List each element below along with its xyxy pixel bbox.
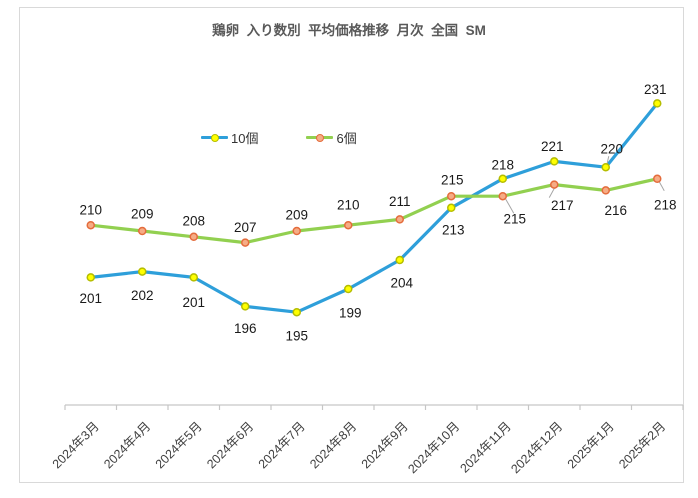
chart-title: 鶏卵 入り数別 平均価格推移 月次 全国 SM [212,23,486,38]
data-point-marker [86,220,95,230]
data-label: 196 [234,321,257,336]
series-line [89,177,659,245]
data-point-marker [653,174,662,184]
data-label: 211 [389,194,411,209]
data-label: 210 [79,203,102,218]
data-point-marker [292,226,301,236]
data-point-marker [189,232,198,242]
data-point-marker [395,215,404,224]
data-label: 208 [182,213,205,228]
data-point-marker [344,284,353,294]
data-label: 209 [285,208,308,223]
data-label: 207 [234,220,257,235]
legend-swatch [201,132,228,143]
data-point-marker [550,180,559,189]
data-label: 202 [131,288,154,303]
data-point-marker [241,302,250,311]
x-axis-label: 2024年8月 [307,419,359,471]
legend-item-6ko: 6個 [306,128,357,147]
data-point-marker [395,255,404,265]
data-point-marker [550,157,559,166]
data-point-marker [138,226,147,236]
data-label: 215 [441,173,464,188]
data-label: 201 [182,295,205,310]
data-label: 221 [541,139,564,154]
legend-marker-icon [210,133,219,142]
data-label: 231 [644,82,667,97]
data-label: 217 [551,198,574,213]
data-point-marker [498,191,507,201]
x-axis-label: 2024年6月 [204,419,256,471]
data-point-marker [189,273,198,282]
data-label: 195 [285,329,308,344]
x-axis-label: 2024年4月 [101,419,153,471]
legend-label: 6個 [336,131,357,146]
legend-item-10ko: 10個 [201,128,258,147]
data-label: 210 [337,198,360,213]
data-point-marker [344,220,353,230]
data-point-marker [601,162,610,172]
x-axis-label: 2025年1月 [565,419,617,471]
data-point-marker [292,307,301,317]
data-point-marker [241,238,250,247]
series-line [89,101,659,314]
data-label: 204 [390,276,413,291]
data-label: 201 [79,291,102,306]
x-axis-label: 2024年10月 [405,419,462,476]
x-axis-label: 2024年7月 [256,419,308,471]
data-point-marker [447,191,456,201]
data-label: 218 [654,197,677,212]
legend-swatch [306,132,334,143]
data-label: 218 [491,157,514,172]
x-axis-label: 2024年5月 [153,419,205,471]
x-axis-label: 2024年3月 [50,419,102,471]
data-point-marker [498,174,507,184]
x-axis-label: 2024年12月 [508,419,565,476]
data-point-marker [138,267,147,276]
data-point-marker [653,99,662,108]
data-point-marker [86,273,95,282]
data-point-marker [447,203,456,213]
legend-marker-icon [315,133,324,142]
data-label: 213 [442,222,465,237]
data-label: 215 [503,212,526,227]
data-label: 199 [339,306,362,321]
chart-frame [19,7,684,483]
legend: 10個 6個 [201,128,357,147]
x-axis-label: 2024年11月 [457,419,513,475]
data-label-leader-line [658,181,665,192]
data-label: 209 [131,207,154,222]
data-label-leader-line [505,198,515,214]
data-label: 220 [600,142,623,157]
data-point-marker [601,186,610,195]
x-axis-label: 2024年9月 [359,419,411,471]
legend-label: 10個 [231,131,259,146]
data-label: 216 [604,203,627,218]
x-axis-label: 2025年2月 [616,419,668,471]
